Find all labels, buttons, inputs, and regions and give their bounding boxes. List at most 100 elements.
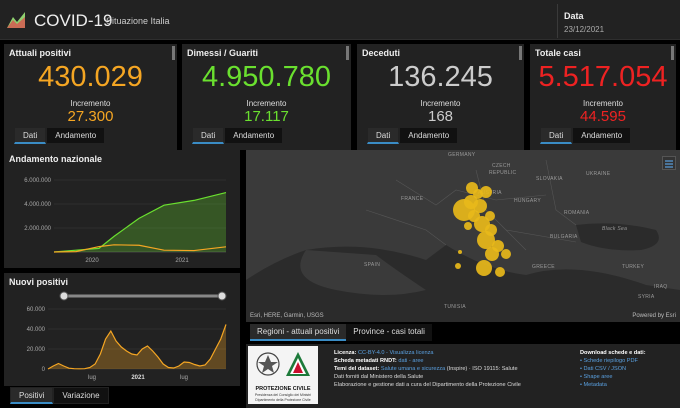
card-title: Dimessi / Guariti <box>187 48 259 58</box>
map-label-germany: GERMANY <box>448 152 476 158</box>
logo-sub1: Presidenza del Consiglio dei Ministri <box>254 393 312 397</box>
card-tabs: Dati Andamento <box>14 127 106 145</box>
date-box: Data 23/12/2021 <box>557 4 680 38</box>
region-bubble <box>464 222 472 230</box>
card-tabs: Dati Andamento <box>540 127 632 145</box>
tab-dati[interactable]: Dati <box>192 127 225 144</box>
card-value: 430.029 <box>38 61 143 93</box>
card-scrollbar[interactable] <box>671 46 674 60</box>
tab-andamento[interactable]: Andamento <box>399 127 459 144</box>
region-bubbles[interactable] <box>246 150 680 322</box>
app-subtitle: Situazione Italia <box>106 16 170 26</box>
region-bubble <box>476 260 492 276</box>
tab-regioni[interactable]: Regioni - attuali positivi <box>250 324 347 341</box>
date-value: 23/12/2021 <box>564 25 605 34</box>
date-label: Data <box>564 11 584 21</box>
increment-value: 27.300 <box>67 108 114 125</box>
region-bubble <box>495 267 505 277</box>
y-tick-label: 40.000 <box>27 327 46 333</box>
card-scrollbar[interactable] <box>172 46 175 60</box>
map-label-ukraine: UKRAINE <box>586 171 611 177</box>
card-tabs: Dati Andamento <box>192 127 284 145</box>
map-powered-by[interactable]: Powered by Esri <box>632 313 676 319</box>
x-tick-label: 2021 <box>131 375 145 381</box>
card-title: Attuali positivi <box>9 48 72 58</box>
new-positives-tabs: Positivi Variazione <box>10 387 109 404</box>
y-tick-label: 20.000 <box>27 347 46 353</box>
map-attribution: Esri, HERE, Garmin, USGS <box>250 313 324 319</box>
increment-value: 44.595 <box>580 108 626 125</box>
card-title: Totale casi <box>535 48 581 58</box>
card-totale-casi: Totale casi 5.517.054 Incremento 44.595 Dati… <box>530 44 676 150</box>
download-shape-link[interactable]: • Shape aree <box>580 374 613 380</box>
new-positives-chart[interactable]: 60.000 40.000 20.000 0 lug 2021 lug <box>4 289 240 385</box>
map-label-republic: REPUBLIC <box>489 170 517 176</box>
map-label-black-sea: Black Sea <box>602 226 628 232</box>
series-area <box>48 324 226 369</box>
card-scrollbar[interactable] <box>519 46 522 60</box>
region-bubble <box>455 263 461 269</box>
info-panel: PROTEZIONE CIVILE Presidenza del Consigl… <box>246 344 680 408</box>
card-tabs: Dati Andamento <box>367 127 459 145</box>
info-text: Licenza: CC-BY-4.0 - Visualizza licenza … <box>334 349 584 389</box>
logo-sub2: Dipartimento della Protezione Civile <box>255 398 311 402</box>
download-box: Download schede e dati: • Schede riepilo… <box>580 349 680 389</box>
y-tick-label: 2.000.000 <box>24 226 51 232</box>
logo-text: PROTEZIONE CIVILE <box>255 386 311 392</box>
range-slider-handle-right[interactable] <box>217 291 227 301</box>
card-title: Deceduti <box>362 48 401 58</box>
series-line <box>47 324 227 370</box>
new-positives-title: Nuovi positivi <box>9 277 69 287</box>
license-link[interactable]: CC-BY-4.0 - Visualizza licenza <box>357 350 434 356</box>
tab-dati[interactable]: Dati <box>14 127 47 144</box>
card-dimessi-guariti: Dimessi / Guariti 4.950.780 Incremento 17.1… <box>182 44 351 150</box>
range-slider-handle-left[interactable] <box>59 291 69 301</box>
download-title: Download schede e dati: <box>580 350 646 356</box>
region-bubble <box>458 250 462 254</box>
y-tick-label: 60.000 <box>27 307 46 313</box>
tab-dati[interactable]: Dati <box>367 127 400 144</box>
increment-label: Incremento <box>246 99 287 108</box>
tab-positivi[interactable]: Positivi <box>10 387 54 404</box>
increment-label: Incremento <box>420 99 461 108</box>
map-label-slovakia: SLOVAKIA <box>536 176 563 182</box>
increment-label: Incremento <box>582 99 624 108</box>
map-label-france: FRANCE <box>401 196 424 202</box>
x-tick-label: 2020 <box>85 258 99 264</box>
y-tick-label: 4.000.000 <box>24 202 51 208</box>
increment-value: 17.117 <box>244 108 289 125</box>
map-tabs: Regioni - attuali positivi Province - ca… <box>250 324 432 341</box>
region-bubble <box>473 199 487 213</box>
region-bubble <box>485 211 495 221</box>
themes-link[interactable]: Salute umana e sicurezza <box>380 366 446 372</box>
series-line <box>53 192 227 253</box>
tab-andamento[interactable]: Andamento <box>224 127 284 144</box>
tab-variazione[interactable]: Variazione <box>53 387 109 404</box>
tab-andamento[interactable]: Andamento <box>572 127 632 144</box>
download-metadata-link[interactable]: • Metadata <box>580 382 607 388</box>
download-csv-link[interactable]: • Dati CSV / JSON <box>580 366 627 372</box>
chart-logo-icon <box>7 12 25 28</box>
map-label-romania: ROMANIA <box>564 210 590 216</box>
x-tick-label: 2021 <box>175 258 189 264</box>
themes-rest: (Inspire) · ISO 19115: Salute <box>446 366 518 372</box>
elaboration-text: Elaborazione e gestione dati a cura del … <box>334 382 521 388</box>
license-label: Licenza: <box>334 350 357 356</box>
tab-province[interactable]: Province - casi totali <box>346 324 432 341</box>
national-trend-chart[interactable]: 6.000.000 4.000.000 2.000.000 2020 2021 <box>4 166 240 266</box>
app-title: COVID-19 <box>34 11 113 30</box>
map-label-turkey: TURKEY <box>622 264 645 270</box>
tab-dati[interactable]: Dati <box>540 127 573 144</box>
map-label-syria: SYRIA <box>638 294 655 300</box>
metadata-link[interactable]: dati - aree <box>398 358 424 364</box>
map-view[interactable]: GERMANY CZECH REPUBLIC SLOVAKIA UKRAINE … <box>246 150 680 322</box>
tab-andamento[interactable]: Andamento <box>46 127 106 144</box>
card-value: 136.245 <box>388 61 493 93</box>
card-scrollbar[interactable] <box>346 46 349 60</box>
download-pdf-link[interactable]: • Schede riepilogo PDF <box>580 358 638 364</box>
list-icon[interactable] <box>662 156 676 170</box>
region-bubble <box>485 247 499 261</box>
themes-label: Temi del dataset: <box>334 366 380 372</box>
national-trend-panel: Andamento nazionale 6.000.000 4.000.000 2.… <box>4 150 240 268</box>
metadata-label: Scheda metadati RNDT: <box>334 358 397 364</box>
